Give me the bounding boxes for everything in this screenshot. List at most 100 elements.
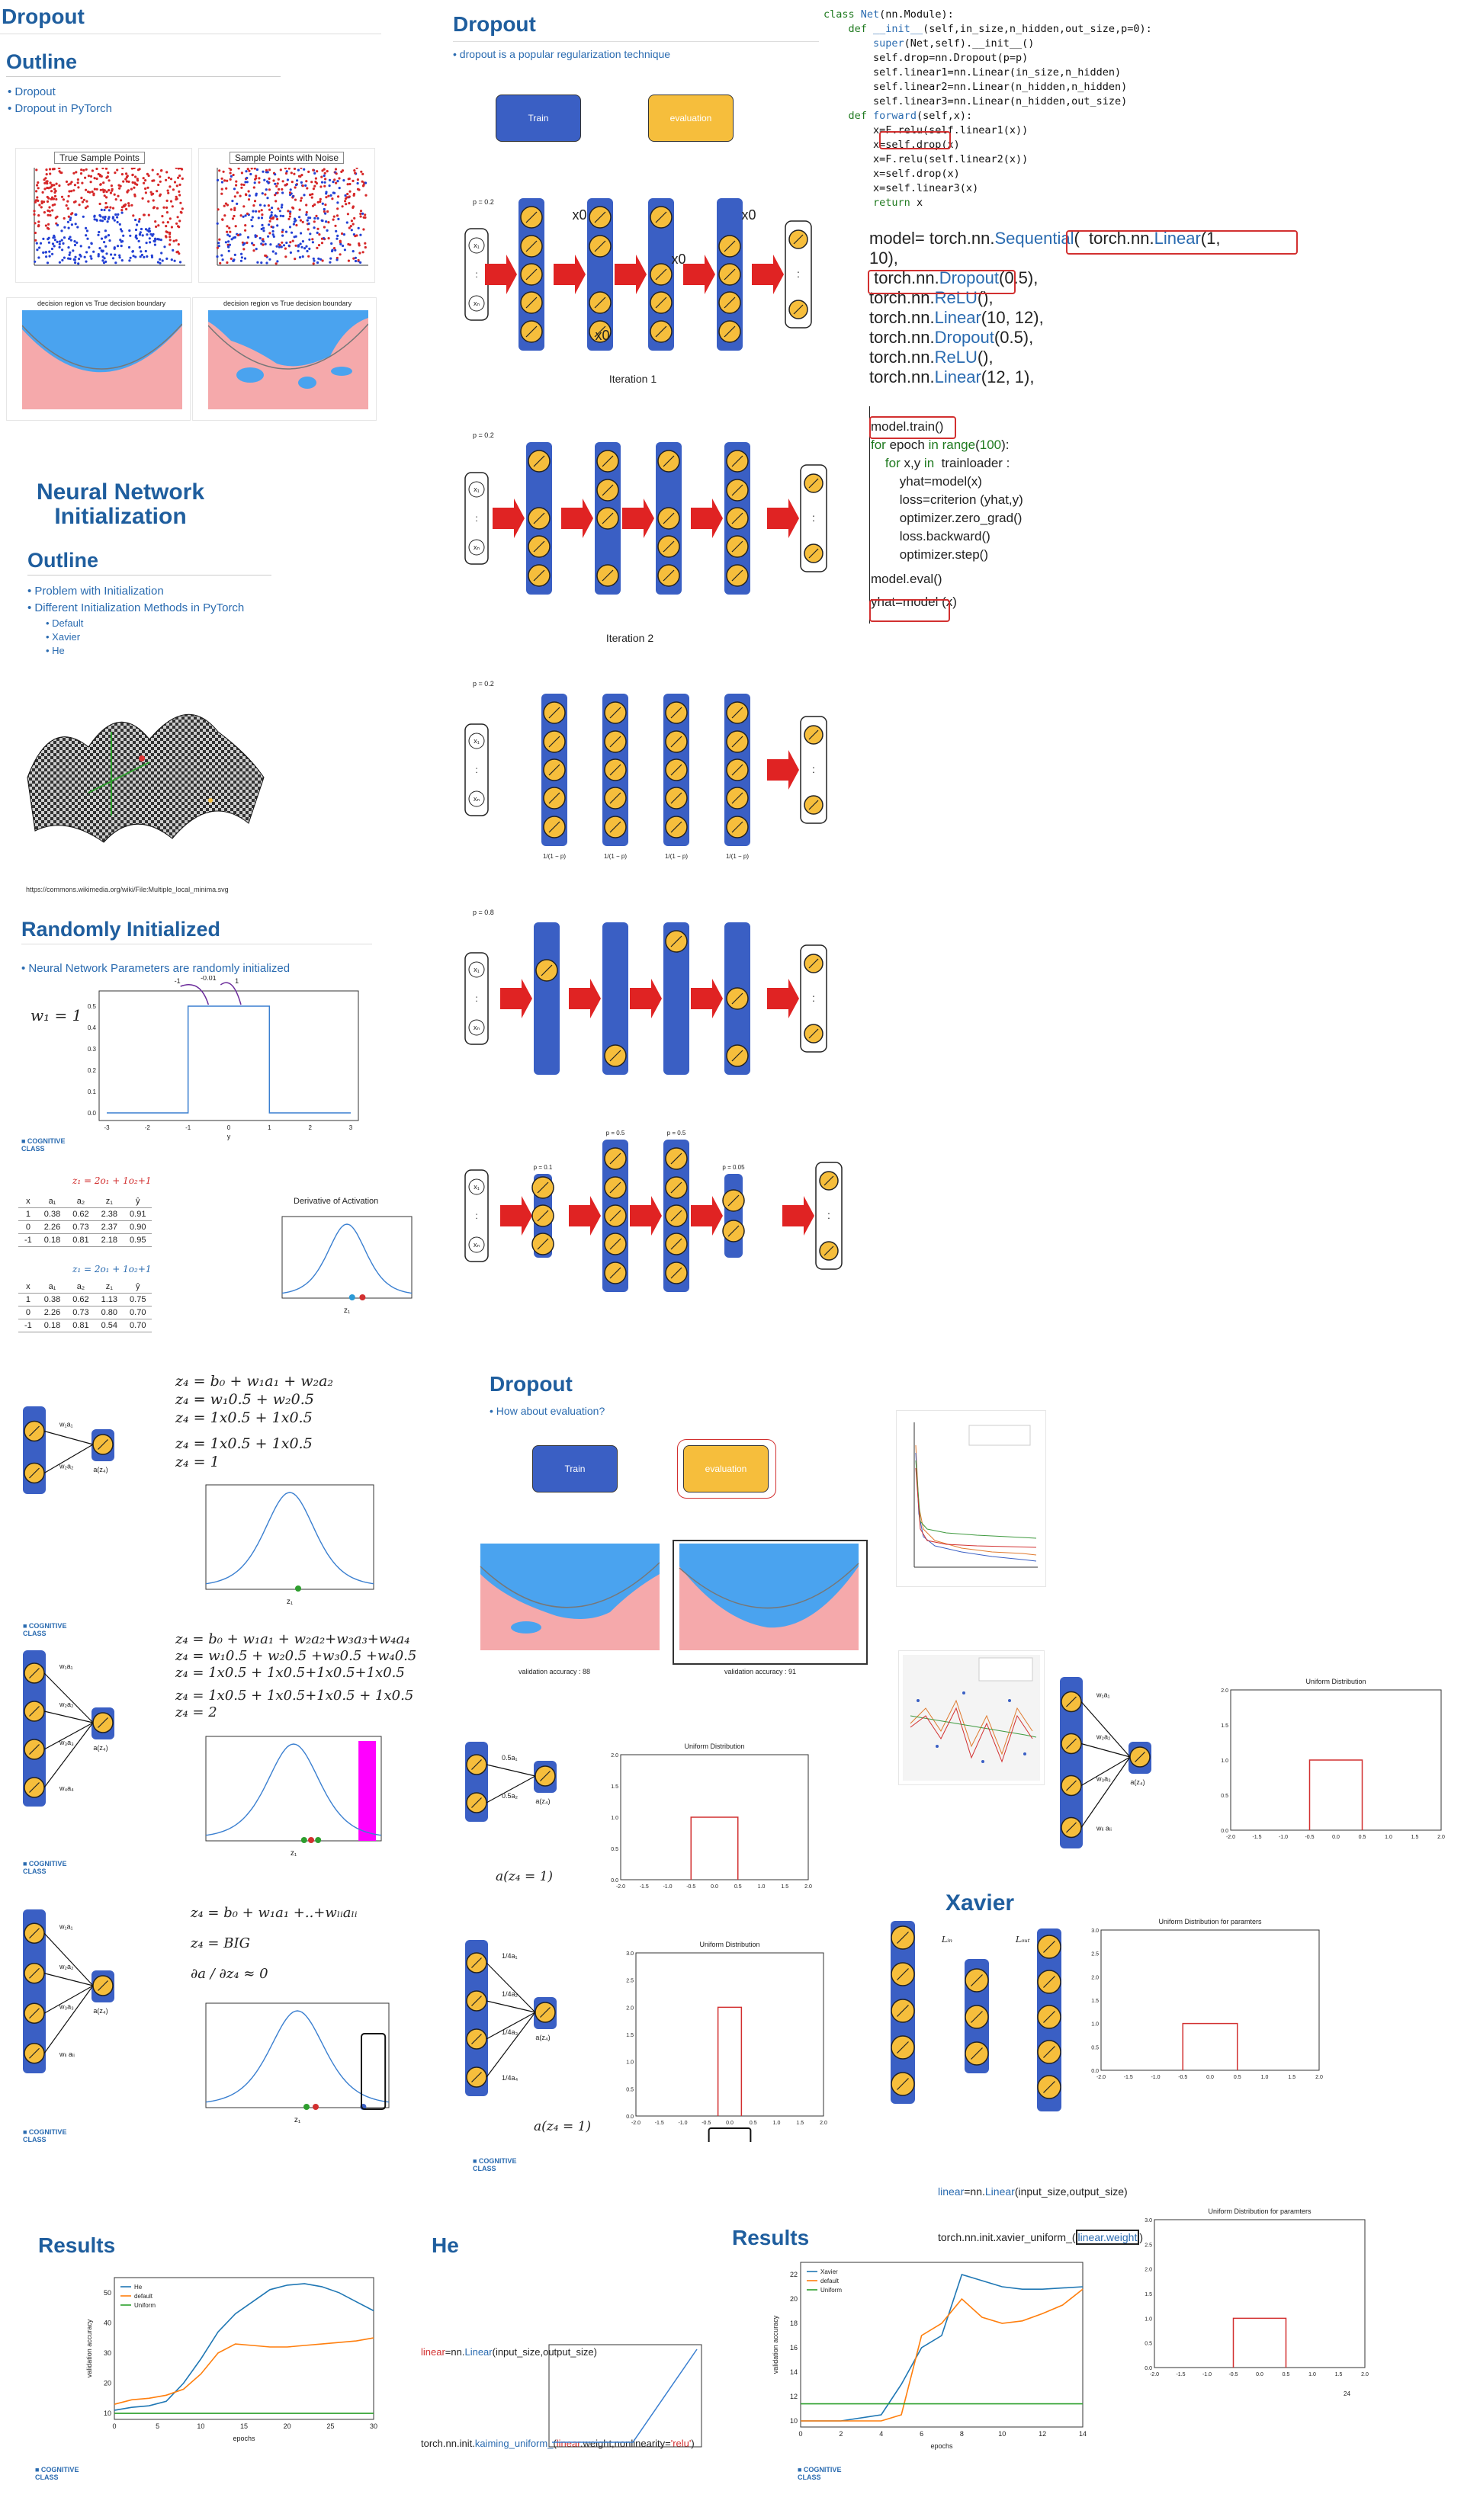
input-label: xₙ	[474, 795, 480, 803]
data-point	[83, 255, 86, 258]
data-point	[72, 189, 75, 192]
data-point	[117, 194, 120, 197]
data-point	[236, 233, 239, 237]
tick-label: -2.0	[631, 2121, 640, 2126]
step-function-chart: -3 -2 -1 0 1 2 30.00.10.20.30.40.5y-1 -0.01 1	[88, 976, 359, 1140]
series-line	[114, 2337, 374, 2405]
data-point	[90, 257, 93, 260]
data-point	[92, 192, 95, 195]
data-point	[248, 194, 251, 197]
data-point	[244, 229, 247, 232]
code-line: class Net(nn.Module):	[824, 8, 954, 21]
data-point	[144, 249, 147, 253]
data-point	[352, 223, 355, 226]
tick-label: 2.5	[1145, 2243, 1152, 2248]
data-point	[104, 245, 108, 248]
layer-bar	[23, 1650, 46, 1807]
neuron-slash	[971, 2047, 983, 2060]
data-point	[244, 224, 247, 227]
data-point	[268, 232, 271, 235]
data-point	[142, 177, 145, 180]
data-point	[152, 207, 156, 210]
data-point	[53, 234, 56, 237]
outline-list: • Dropout • Dropout in PyTorch	[8, 84, 112, 117]
data-point	[287, 168, 291, 170]
derivative-approx: ∂a / ∂z₄ ≈ 0	[191, 1966, 268, 1982]
data-point	[66, 207, 69, 210]
data-point	[332, 247, 336, 250]
data-point	[319, 197, 322, 200]
data-point	[47, 213, 50, 216]
data-point	[318, 233, 321, 236]
neuron-slash	[731, 455, 743, 467]
data-point	[224, 202, 227, 205]
data-point	[46, 200, 50, 203]
code-line: torch.nn.Linear(10, 12),	[869, 308, 1044, 327]
data-point	[56, 240, 59, 243]
data-point	[281, 234, 284, 237]
plot-frame	[114, 2277, 374, 2420]
neuron-slash	[594, 325, 606, 338]
derivative-chart: z₁	[205, 1736, 382, 1858]
neuron-slash	[1043, 2011, 1055, 2023]
data-point	[253, 168, 256, 170]
code-line: model= torch.nn.Sequential( torch.nn.Lin…	[869, 229, 1221, 248]
bell-curve	[205, 1492, 374, 1585]
slide-title: Results	[38, 2233, 116, 2257]
slide-dropout-code: class Net(nn.Module): def __init__(self,…	[824, 0, 1298, 671]
plot-frame	[205, 2002, 390, 2108]
data-point	[164, 235, 168, 238]
slide-z4-example-1: w₁a₁ w₂a₂ a(z₄) z₄ = b₀ + w₁a₁ + w₂a₂ z₄ = …	[0, 1372, 427, 1637]
data-point	[169, 239, 172, 242]
table-row: 0 2.26 0.73 0.80 0.70	[18, 1306, 152, 1319]
code-line: yhat=model(x)	[871, 474, 982, 489]
data-point	[45, 173, 48, 176]
data-point	[172, 239, 175, 242]
tick-label: 2.0	[1091, 1975, 1099, 1980]
data-point	[138, 232, 141, 236]
data-point	[265, 168, 268, 172]
data-point	[358, 244, 361, 247]
edge	[43, 1985, 94, 2014]
data-point	[125, 172, 128, 175]
data-point	[316, 227, 319, 230]
data-point	[348, 243, 352, 246]
data-point	[175, 168, 178, 169]
data-point	[271, 226, 274, 229]
data-point	[52, 197, 56, 200]
data-point	[130, 188, 133, 191]
data-point	[70, 181, 73, 184]
tick-label: -0.5	[1228, 2372, 1238, 2377]
data-point	[228, 243, 231, 246]
data-point	[344, 194, 347, 197]
code-line: self.linear3=nn.Linear(n_hidden,out_size…	[824, 95, 1128, 107]
data-point	[268, 188, 271, 191]
data-point	[58, 242, 61, 245]
data-point	[246, 176, 249, 180]
data-point	[240, 256, 243, 259]
relu-line	[552, 2348, 698, 2443]
data-point	[77, 262, 80, 265]
neuron-slash	[29, 1467, 40, 1479]
tick-label: 0.5	[1091, 2045, 1099, 2050]
data-point	[73, 184, 76, 187]
data-point	[79, 172, 83, 175]
data-point	[267, 235, 270, 238]
data-point	[36, 248, 39, 252]
data-point	[305, 180, 308, 183]
ellipsis: :	[827, 1209, 830, 1221]
layer-bar	[465, 1940, 488, 2096]
data-point	[88, 191, 92, 194]
slide-title: He	[432, 2233, 459, 2257]
data-point	[321, 169, 324, 172]
data-point	[312, 257, 315, 260]
data-point	[320, 181, 324, 184]
lin-label: Lᵢₙ	[942, 1935, 952, 1945]
data-point	[251, 225, 254, 228]
neuron-slash	[731, 792, 743, 804]
tick-label: 0.1	[88, 1088, 97, 1095]
data-point	[173, 259, 176, 262]
neuron-slash	[897, 2041, 909, 2054]
he-code: linear=nn.Linear(input_size,output_size)…	[421, 2276, 695, 2520]
output-layer	[800, 944, 827, 1053]
